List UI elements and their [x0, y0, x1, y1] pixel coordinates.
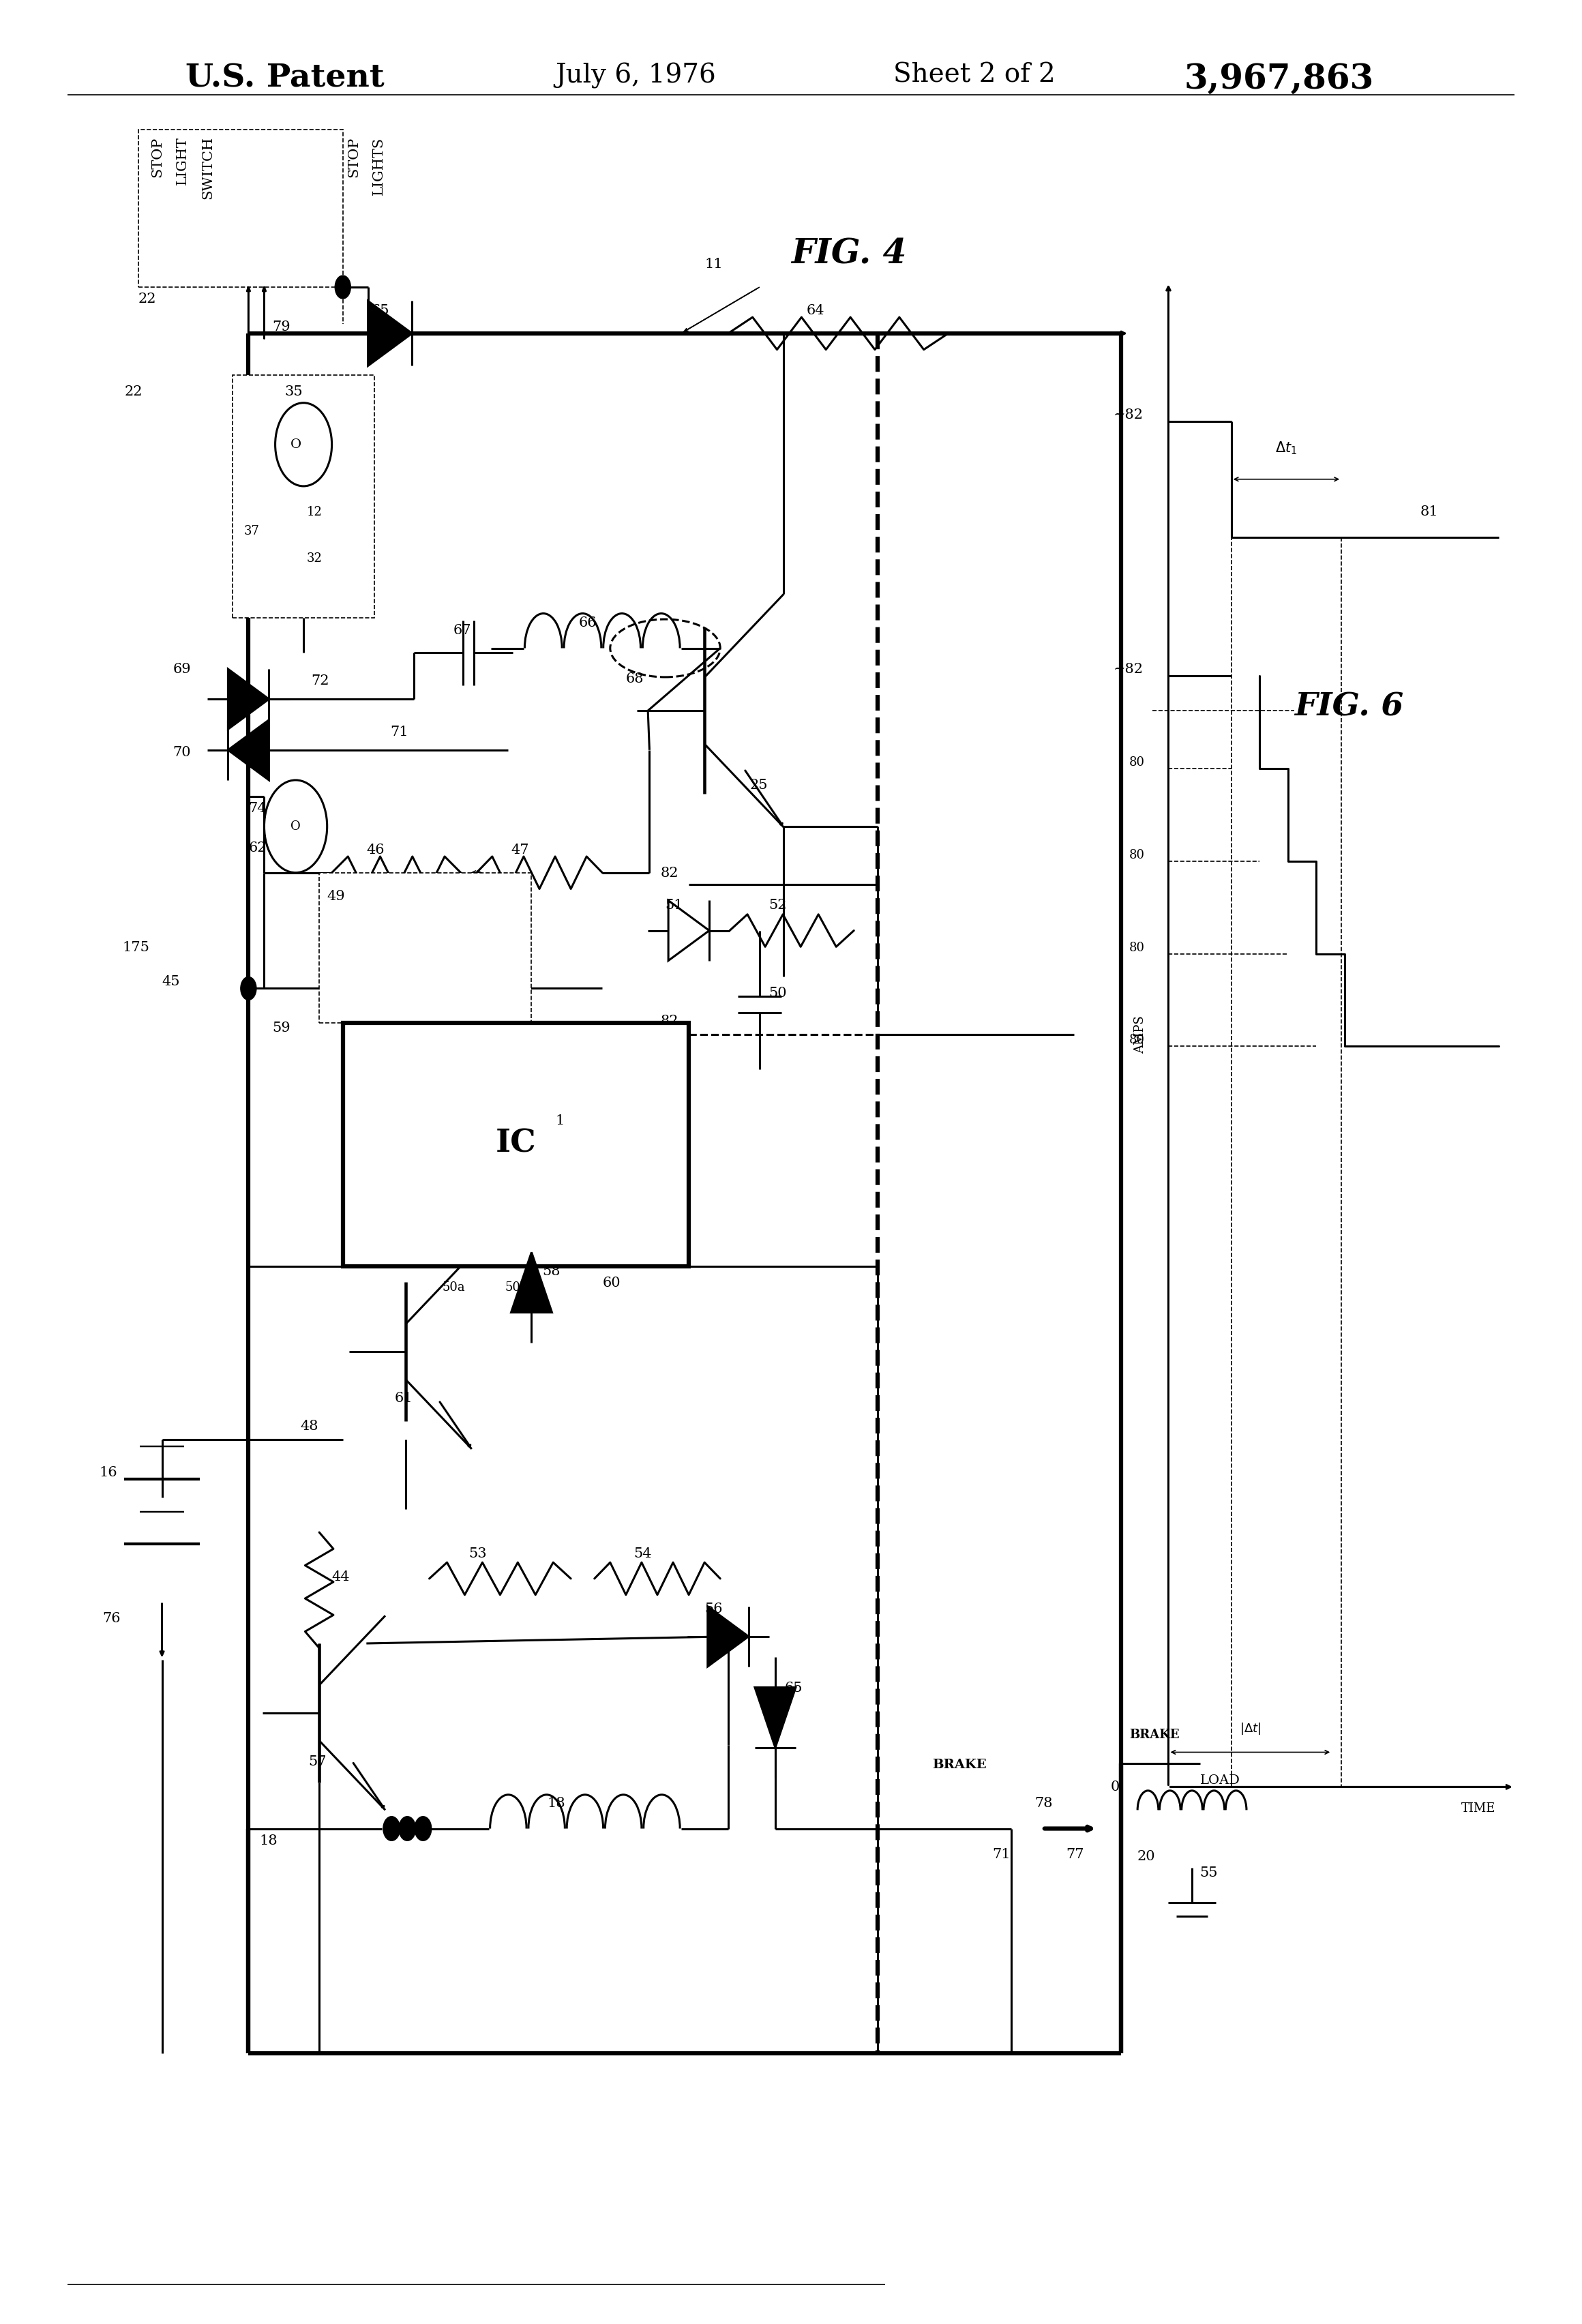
Text: 52: 52 — [769, 899, 788, 911]
Text: O: O — [291, 820, 301, 832]
Text: STOP: STOP — [348, 137, 361, 177]
Polygon shape — [707, 1606, 748, 1666]
Text: 65: 65 — [372, 304, 389, 316]
Text: 77: 77 — [1066, 1848, 1084, 1862]
Text: 79: 79 — [272, 321, 290, 332]
Text: 82: 82 — [660, 867, 679, 878]
Text: 80: 80 — [1130, 1034, 1145, 1046]
Text: 50: 50 — [769, 988, 788, 999]
Polygon shape — [369, 302, 411, 365]
Text: 56: 56 — [704, 1604, 723, 1615]
Text: LOAD: LOAD — [1199, 1776, 1240, 1787]
Text: $|\Delta t|$: $|\Delta t|$ — [1240, 1722, 1261, 1736]
Text: 58: 58 — [543, 1264, 560, 1278]
Polygon shape — [755, 1687, 796, 1748]
Text: 71: 71 — [391, 725, 408, 739]
Text: 82: 82 — [660, 1016, 679, 1027]
Text: U.S. Patent: U.S. Patent — [185, 63, 384, 93]
Text: 54: 54 — [634, 1548, 652, 1559]
Text: 175: 175 — [123, 941, 150, 953]
Text: 60: 60 — [603, 1276, 620, 1290]
Circle shape — [414, 1817, 430, 1841]
Text: SWITCH: SWITCH — [201, 137, 214, 200]
Text: 50a: 50a — [441, 1281, 465, 1294]
Text: 62: 62 — [248, 841, 266, 855]
Text: 50b: 50b — [505, 1281, 528, 1294]
Text: 81: 81 — [1421, 507, 1438, 518]
Text: 12: 12 — [307, 507, 323, 518]
Text: AMPS: AMPS — [1134, 1016, 1147, 1053]
Polygon shape — [668, 899, 709, 960]
Bar — [343, 1023, 688, 1267]
Circle shape — [384, 1817, 399, 1841]
Text: 16: 16 — [100, 1466, 117, 1478]
Text: 11: 11 — [704, 258, 723, 272]
Text: 37: 37 — [244, 525, 259, 537]
Text: 22: 22 — [125, 386, 142, 397]
Text: 74: 74 — [248, 802, 266, 816]
Text: 20: 20 — [1137, 1850, 1155, 1864]
Bar — [233, 374, 375, 618]
Text: 1: 1 — [555, 1113, 565, 1127]
Text: 78: 78 — [1035, 1796, 1052, 1810]
Text: 18: 18 — [259, 1834, 277, 1848]
Text: 25: 25 — [750, 779, 769, 792]
Text: July 6, 1976: July 6, 1976 — [555, 63, 717, 88]
Text: 68: 68 — [626, 672, 644, 686]
Text: FIG. 4: FIG. 4 — [791, 237, 906, 272]
Text: LIGHTS: LIGHTS — [372, 137, 386, 195]
Circle shape — [240, 976, 256, 999]
Polygon shape — [511, 1253, 552, 1313]
Text: 32: 32 — [307, 553, 323, 565]
Circle shape — [335, 277, 351, 300]
Text: ~82: ~82 — [1114, 662, 1144, 676]
Text: 45: 45 — [161, 976, 180, 988]
Text: LIGHT: LIGHT — [176, 137, 188, 186]
Text: 3,967,863: 3,967,863 — [1185, 63, 1373, 95]
Text: Sheet 2 of 2: Sheet 2 of 2 — [894, 63, 1055, 88]
Text: 72: 72 — [312, 674, 329, 688]
Text: 18: 18 — [547, 1796, 565, 1810]
Text: 61: 61 — [395, 1392, 413, 1406]
Text: 69: 69 — [172, 662, 191, 676]
Text: 66: 66 — [579, 616, 596, 630]
Bar — [320, 874, 532, 1023]
Text: 49: 49 — [327, 890, 345, 902]
Text: 57: 57 — [308, 1755, 326, 1769]
Text: 0: 0 — [1111, 1780, 1120, 1794]
Text: 80: 80 — [1130, 755, 1145, 769]
Polygon shape — [228, 669, 269, 730]
Text: 80: 80 — [1130, 941, 1145, 953]
Text: 65: 65 — [785, 1680, 802, 1694]
Text: STOP: STOP — [150, 137, 165, 177]
Text: 46: 46 — [367, 844, 384, 858]
Text: $\Delta t_1$: $\Delta t_1$ — [1275, 439, 1297, 456]
Text: ~82: ~82 — [1114, 409, 1144, 421]
Text: 70: 70 — [172, 746, 191, 760]
Circle shape — [399, 1817, 414, 1841]
Text: FIG. 6: FIG. 6 — [1294, 690, 1403, 723]
Text: O: O — [290, 439, 301, 451]
Bar — [138, 130, 343, 288]
Text: 80: 80 — [1130, 848, 1145, 862]
Text: 53: 53 — [468, 1548, 487, 1559]
Text: 22: 22 — [138, 293, 157, 307]
Text: IC: IC — [495, 1127, 536, 1160]
Text: BRAKE: BRAKE — [1130, 1729, 1179, 1741]
Text: 44: 44 — [332, 1571, 350, 1583]
Text: 59: 59 — [272, 1023, 290, 1034]
Text: 51: 51 — [664, 899, 683, 911]
Text: 35: 35 — [285, 386, 302, 397]
Text: 55: 55 — [1199, 1866, 1218, 1880]
Text: 71: 71 — [992, 1848, 1011, 1862]
Text: 48: 48 — [301, 1420, 318, 1434]
Text: 47: 47 — [511, 844, 528, 858]
Polygon shape — [228, 720, 269, 781]
Text: BRAKE: BRAKE — [932, 1759, 987, 1771]
Text: TIME: TIME — [1462, 1803, 1495, 1815]
Text: 76: 76 — [103, 1613, 120, 1624]
Text: 67: 67 — [452, 623, 471, 637]
Text: 64: 64 — [807, 304, 824, 316]
